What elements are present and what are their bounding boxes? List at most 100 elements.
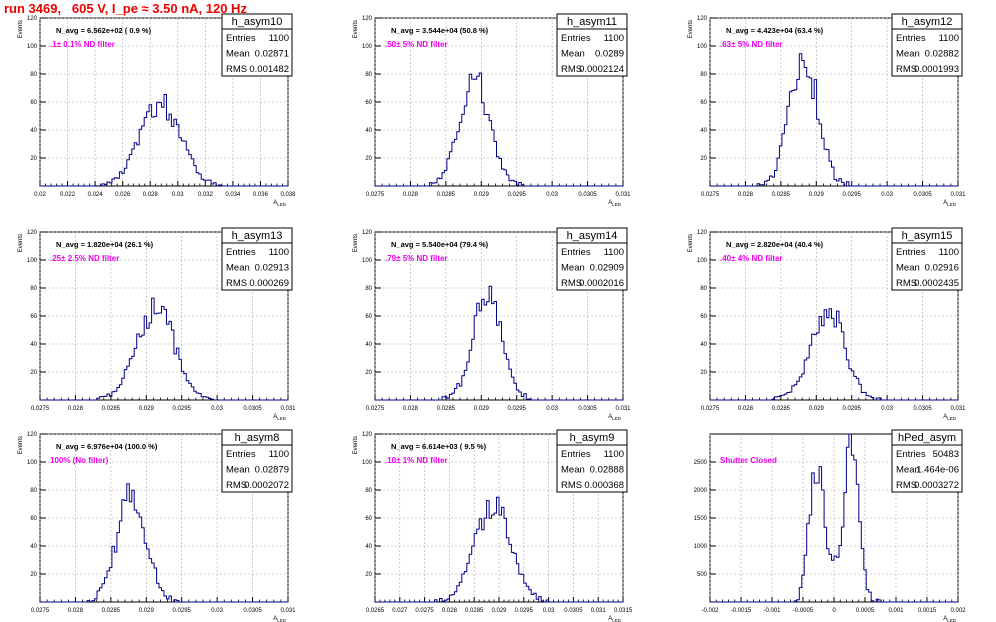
x-tick-label: -0.0005 (793, 608, 814, 614)
stats-box (891, 28, 963, 77)
x-tick-label: 0.028 (68, 608, 84, 614)
x-tick-label: 0.031 (280, 608, 296, 614)
y-tick-label: 120 (697, 16, 708, 22)
stats-value: 0.0001993 (914, 64, 959, 75)
x-tick-label: 0.0315 (614, 608, 633, 614)
y-axis-title: Events (353, 234, 359, 252)
x-axis-title: ALED (943, 414, 957, 421)
stats-value: 0.000368 (584, 480, 624, 491)
x-tick-label: 0.0305 (913, 406, 932, 412)
x-tick-label: 0.028 (738, 192, 754, 198)
x-tick-label: 0.031 (950, 192, 966, 198)
y-tick-label: 60 (365, 100, 372, 106)
y-tick-label: 40 (700, 128, 707, 134)
x-tick-label: 0.03 (543, 608, 555, 614)
stats-key: Mean (226, 263, 250, 274)
x-tick-label: 0.0295 (843, 406, 862, 412)
x-tick-label: 0.0305 (243, 406, 262, 412)
stats-key: RMS (896, 278, 917, 289)
navg-label: N_avg = 6.976e+04 (100.0 %) (56, 442, 158, 451)
y-axis-title: Events (353, 436, 359, 454)
navg-label: N_avg = 6.614e+03 ( 9.5 %) (391, 442, 487, 451)
x-tick-label: 0.0275 (415, 608, 434, 614)
stats-box (221, 444, 293, 493)
stats-value: 1100 (269, 33, 289, 44)
histogram-series (375, 72, 623, 187)
x-tick-label: 0.028 (738, 406, 754, 412)
stats-key: RMS (226, 64, 247, 75)
filter-label: .10± 1% ND filter (385, 456, 448, 465)
histogram-panel-h_asym8: 0.0275 0.028 0.0285 0.029 0.0295 0.03 0.0305 0.… (18, 429, 296, 622)
stats-box (556, 242, 628, 291)
histogram-name: h_asym10 (232, 16, 283, 28)
stats-value: 1100 (269, 449, 289, 460)
y-tick-label: 40 (365, 342, 372, 348)
x-tick-label: 0.028 (403, 406, 419, 412)
stats-key: Entries (896, 247, 926, 258)
x-tick-label: 0.026 (115, 192, 131, 198)
y-tick-label: 20 (30, 370, 37, 376)
x-tick-label: 0.0285 (772, 406, 791, 412)
x-tick-label: 0.0275 (31, 608, 50, 614)
x-tick-label: 0.029 (139, 608, 155, 614)
navg-label: N_avg = 5.540e+04 (79.4 %) (391, 240, 489, 249)
y-tick-label: 1000 (694, 544, 708, 550)
x-tick-label: 0.0295 (508, 406, 527, 412)
x-tick-label: 0.0275 (366, 406, 385, 412)
x-tick-label: 0.03 (546, 192, 558, 198)
stats-value: 0.02913 (255, 263, 289, 274)
x-tick-label: 0.0295 (173, 406, 192, 412)
x-tick-label: 0.0265 (366, 608, 385, 614)
filter-label: 100% (No filter) (50, 456, 109, 465)
histogram-series (375, 496, 623, 603)
y-tick-label: 80 (30, 488, 37, 494)
stats-value: 0.0003272 (914, 480, 959, 491)
stats-key: Mean (896, 263, 920, 274)
x-tick-label: 0.0275 (31, 406, 50, 412)
x-tick-label: 0.03 (881, 406, 893, 412)
x-tick-label: 0.0285 (437, 192, 456, 198)
histogram-series (40, 297, 288, 401)
y-tick-label: 20 (365, 572, 372, 578)
histogram-series (40, 483, 288, 603)
x-axis-title: ALED (608, 414, 622, 421)
x-tick-label: -0.001 (763, 608, 781, 614)
histogram-panel-h_asym12: 0.0275 0.028 0.0285 0.029 0.0295 0.03 0.0305 0.… (688, 13, 966, 207)
x-tick-label: 0.03 (211, 406, 223, 412)
histogram-panel-h_asym9: 0.0265 0.027 0.0275 0.028 0.0285 0.029 0.0295 0… (353, 429, 633, 622)
stats-key: Entries (896, 449, 926, 460)
x-tick-label: 0.031 (950, 406, 966, 412)
stats-value: 0.02882 (925, 49, 959, 60)
y-tick-label: 60 (365, 516, 372, 522)
x-tick-label: 0.028 (68, 406, 84, 412)
filter-label: Shutter Closed (720, 456, 777, 465)
x-tick-label: 0.0285 (102, 608, 121, 614)
y-tick-label: 60 (30, 314, 37, 320)
stats-value: 0.000269 (249, 278, 289, 289)
y-tick-label: 120 (362, 432, 373, 438)
stats-value: 0.0002124 (579, 64, 624, 75)
y-tick-label: 80 (700, 286, 707, 292)
histogram-panel-h_asym15: 0.0275 0.028 0.0285 0.029 0.0295 0.03 0.0305 0.… (688, 227, 966, 421)
y-tick-label: 500 (697, 572, 708, 578)
y-tick-label: 80 (365, 72, 372, 78)
stats-value: 1100 (939, 33, 959, 44)
stats-value: 1100 (604, 33, 624, 44)
x-tick-label: 0.029 (491, 608, 507, 614)
navg-label: N_avg = 4.423e+04 (63.4 %) (726, 26, 824, 35)
y-tick-label: 20 (30, 572, 37, 578)
stats-value: 0.02888 (590, 465, 624, 476)
x-tick-label: 0.03 (211, 608, 223, 614)
histogram-name: h_asym14 (567, 230, 618, 242)
histogram-series (710, 53, 958, 187)
x-tick-label: 0.028 (442, 608, 458, 614)
y-tick-label: 80 (700, 72, 707, 78)
y-tick-label: 2000 (694, 488, 708, 494)
stats-value: 0.02879 (255, 465, 289, 476)
y-tick-label: 60 (365, 314, 372, 320)
x-tick-label: 0.002 (950, 608, 966, 614)
y-tick-label: 1500 (694, 516, 708, 522)
y-axis-title: Events (688, 20, 694, 38)
y-tick-label: 100 (697, 44, 708, 50)
stats-key: Mean (226, 465, 250, 476)
